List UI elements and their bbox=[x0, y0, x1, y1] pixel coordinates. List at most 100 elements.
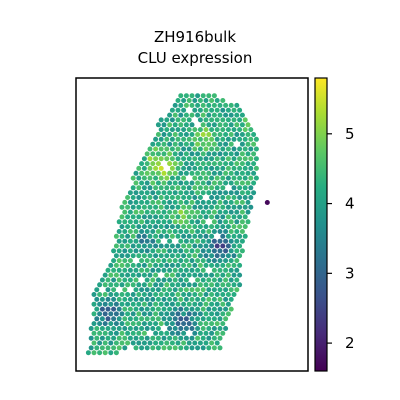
expression-spot bbox=[173, 161, 178, 166]
expression-spot bbox=[170, 244, 175, 249]
expression-spot bbox=[181, 147, 186, 152]
expression-spot bbox=[131, 321, 136, 326]
expression-spot bbox=[234, 200, 239, 205]
expression-spot bbox=[156, 122, 161, 127]
expression-spot bbox=[170, 195, 175, 200]
expression-spot bbox=[209, 263, 214, 268]
expression-spot bbox=[218, 200, 223, 205]
expression-spot bbox=[237, 234, 242, 239]
expression-spot bbox=[184, 297, 189, 302]
expression-spot bbox=[240, 151, 245, 156]
expression-spot bbox=[234, 151, 239, 156]
expression-spot bbox=[240, 122, 245, 127]
expression-spot bbox=[237, 244, 242, 249]
expression-spot bbox=[201, 248, 206, 253]
expression-spot bbox=[136, 205, 141, 210]
expression-spot bbox=[176, 156, 181, 161]
expression-spot bbox=[173, 307, 178, 312]
expression-spot bbox=[139, 268, 144, 273]
expression-spot bbox=[122, 248, 127, 253]
expression-spot bbox=[108, 282, 113, 287]
expression-spot bbox=[128, 268, 133, 273]
expression-spot bbox=[215, 311, 220, 316]
expression-spot bbox=[223, 142, 228, 147]
expression-spot bbox=[178, 248, 183, 253]
expression-spot bbox=[240, 239, 245, 244]
expression-spot bbox=[153, 273, 158, 278]
expression-spot bbox=[148, 253, 153, 258]
expression-spot bbox=[201, 345, 206, 350]
expression-spot bbox=[192, 127, 197, 132]
expression-spot bbox=[170, 253, 175, 258]
expression-spot bbox=[220, 292, 225, 297]
expression-spot bbox=[209, 137, 214, 142]
expression-spot bbox=[220, 302, 225, 307]
expression-spot bbox=[176, 195, 181, 200]
expression-spot bbox=[198, 224, 203, 229]
expression-spot bbox=[145, 307, 150, 312]
expression-spot bbox=[164, 311, 169, 316]
expression-spot bbox=[206, 248, 211, 253]
expression-spot bbox=[181, 214, 186, 219]
expression-spot bbox=[218, 171, 223, 176]
expression-spot bbox=[226, 244, 231, 249]
expression-spot bbox=[108, 263, 113, 268]
expression-spot bbox=[150, 200, 155, 205]
expression-spot bbox=[145, 190, 150, 195]
expression-spot bbox=[206, 297, 211, 302]
expression-spot bbox=[167, 210, 172, 215]
expression-spot bbox=[131, 195, 136, 200]
expression-spot bbox=[159, 147, 164, 152]
expression-spot bbox=[167, 307, 172, 312]
expression-spot bbox=[136, 244, 141, 249]
expression-spot bbox=[195, 151, 200, 156]
expression-spot bbox=[187, 166, 192, 171]
expression-spot bbox=[173, 210, 178, 215]
expression-spot bbox=[176, 321, 181, 326]
expression-spot bbox=[184, 151, 189, 156]
expression-spot bbox=[243, 214, 248, 219]
expression-spot bbox=[195, 161, 200, 166]
expression-spot bbox=[106, 297, 111, 302]
expression-spot bbox=[201, 287, 206, 292]
expression-spot bbox=[142, 195, 147, 200]
expression-spot bbox=[131, 244, 136, 249]
expression-spot bbox=[184, 161, 189, 166]
expression-spot bbox=[181, 98, 186, 103]
expression-spot bbox=[170, 273, 175, 278]
expression-spot bbox=[206, 161, 211, 166]
expression-spot bbox=[106, 268, 111, 273]
expression-spot bbox=[195, 258, 200, 263]
expression-spot bbox=[167, 219, 172, 224]
expression-spot bbox=[145, 287, 150, 292]
expression-spot bbox=[153, 321, 158, 326]
expression-spot bbox=[167, 297, 172, 302]
expression-spot bbox=[173, 190, 178, 195]
expression-spot bbox=[142, 224, 147, 229]
expression-spot bbox=[131, 292, 136, 297]
expression-spot bbox=[134, 190, 139, 195]
expression-spot bbox=[94, 316, 99, 321]
expression-spot bbox=[164, 253, 169, 258]
expression-spot bbox=[187, 137, 192, 142]
expression-spot bbox=[176, 244, 181, 249]
expression-spot bbox=[212, 219, 217, 224]
expression-spot bbox=[153, 253, 158, 258]
expression-spot bbox=[229, 210, 234, 215]
expression-spot bbox=[136, 273, 141, 278]
expression-spot bbox=[229, 219, 234, 224]
expression-spot bbox=[122, 239, 127, 244]
expression-spot bbox=[142, 156, 147, 161]
expression-spot bbox=[226, 263, 231, 268]
expression-spot bbox=[145, 229, 150, 234]
expression-spot bbox=[170, 263, 175, 268]
expression-spot bbox=[148, 263, 153, 268]
expression-spot bbox=[120, 273, 125, 278]
expression-spot bbox=[106, 307, 111, 312]
expression-spot bbox=[209, 98, 214, 103]
expression-spot bbox=[212, 210, 217, 215]
expression-spot bbox=[122, 219, 127, 224]
expression-spot bbox=[229, 229, 234, 234]
expression-spot bbox=[150, 336, 155, 341]
